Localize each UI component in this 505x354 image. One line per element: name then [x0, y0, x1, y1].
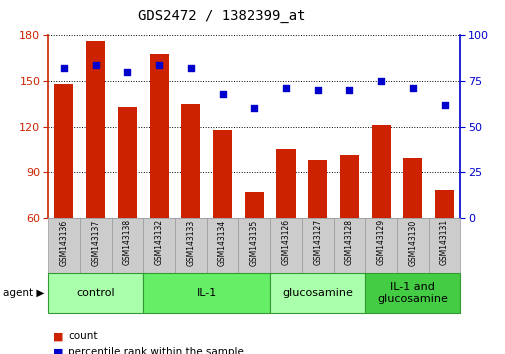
- Text: GSM143131: GSM143131: [439, 219, 448, 266]
- Text: GSM143135: GSM143135: [249, 219, 258, 266]
- Bar: [48, 273, 143, 313]
- Point: [186, 65, 194, 71]
- Text: GSM143127: GSM143127: [313, 219, 322, 266]
- Text: count: count: [68, 331, 97, 341]
- Text: GSM143128: GSM143128: [344, 219, 353, 266]
- Text: agent ▶: agent ▶: [3, 288, 44, 298]
- Bar: [80, 218, 111, 273]
- Text: GSM143129: GSM143129: [376, 219, 385, 266]
- Bar: [333, 218, 365, 273]
- Bar: [365, 218, 396, 273]
- Text: GSM143137: GSM143137: [91, 219, 100, 266]
- Point: [155, 62, 163, 67]
- Bar: [181, 104, 200, 309]
- Point: [91, 62, 99, 67]
- Text: IL-1: IL-1: [196, 288, 216, 298]
- Bar: [143, 273, 270, 313]
- Bar: [396, 218, 428, 273]
- Text: GSM143130: GSM143130: [408, 219, 417, 266]
- Bar: [48, 218, 80, 273]
- Bar: [175, 218, 206, 273]
- Bar: [301, 218, 333, 273]
- Text: GDS2472 / 1382399_at: GDS2472 / 1382399_at: [137, 9, 305, 23]
- Bar: [149, 53, 168, 309]
- Bar: [365, 273, 460, 313]
- Bar: [143, 218, 175, 273]
- Bar: [402, 159, 422, 309]
- Text: GSM143134: GSM143134: [218, 219, 227, 266]
- Point: [313, 87, 321, 93]
- Text: IL-1 and
glucosamine: IL-1 and glucosamine: [377, 282, 447, 304]
- Bar: [270, 273, 365, 313]
- Bar: [308, 160, 327, 309]
- Text: GSM143138: GSM143138: [123, 219, 132, 266]
- Bar: [238, 218, 270, 273]
- Text: control: control: [76, 288, 115, 298]
- Bar: [213, 130, 232, 309]
- Point: [250, 105, 258, 111]
- Text: glucosamine: glucosamine: [282, 288, 352, 298]
- Point: [440, 102, 448, 108]
- Text: percentile rank within the sample: percentile rank within the sample: [68, 347, 244, 354]
- Point: [60, 65, 68, 71]
- Point: [281, 85, 289, 91]
- Bar: [86, 41, 105, 309]
- Point: [218, 91, 226, 97]
- Bar: [339, 155, 358, 309]
- Text: GSM143133: GSM143133: [186, 219, 195, 266]
- Text: GSM143126: GSM143126: [281, 219, 290, 266]
- Bar: [118, 107, 137, 309]
- Bar: [434, 190, 453, 309]
- Text: GSM143132: GSM143132: [155, 219, 163, 266]
- Point: [123, 69, 131, 75]
- Text: ■: ■: [53, 331, 64, 341]
- Bar: [206, 218, 238, 273]
- Bar: [371, 125, 390, 309]
- Text: ■: ■: [53, 347, 64, 354]
- Text: GSM143136: GSM143136: [59, 219, 68, 266]
- Point: [376, 78, 384, 84]
- Bar: [270, 218, 301, 273]
- Bar: [428, 218, 460, 273]
- Bar: [244, 192, 263, 309]
- Bar: [276, 149, 295, 309]
- Bar: [111, 218, 143, 273]
- Point: [345, 87, 353, 93]
- Bar: [55, 84, 73, 309]
- Point: [408, 85, 416, 91]
